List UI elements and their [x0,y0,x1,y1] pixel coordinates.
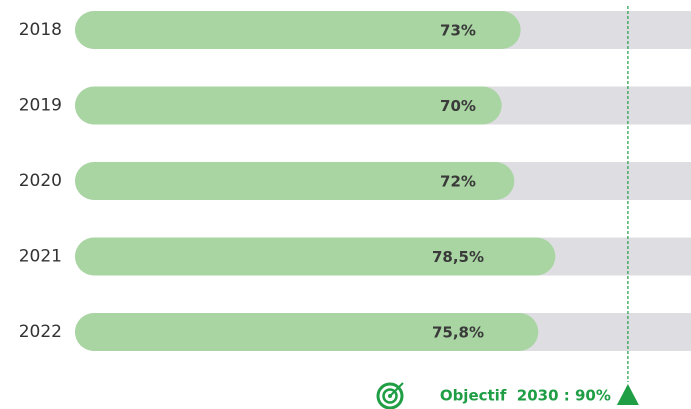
target-marker [616,384,639,405]
annotation: Objectif 2030 : 90% [440,387,611,405]
icon-arrow [389,382,404,397]
icon-ring [382,388,398,404]
data-label: 73% [440,22,476,40]
data-label: 78,5% [432,248,484,266]
data-label: 70% [440,97,476,115]
icon-ring [376,382,404,409]
bar [75,162,515,200]
bar [75,11,521,49]
bar [75,86,502,125]
data-label: 72% [440,173,476,191]
y-tick-label: 2021 [19,247,62,267]
bar [75,313,539,351]
y-tick-label: 2020 [19,171,62,191]
bar [75,237,556,276]
target-icon [376,382,404,409]
y-tick-label: 2019 [19,96,62,116]
data-label: 75,8% [432,324,484,342]
y-tick-label: 2018 [19,20,62,40]
y-tick-label: 2022 [19,322,62,342]
